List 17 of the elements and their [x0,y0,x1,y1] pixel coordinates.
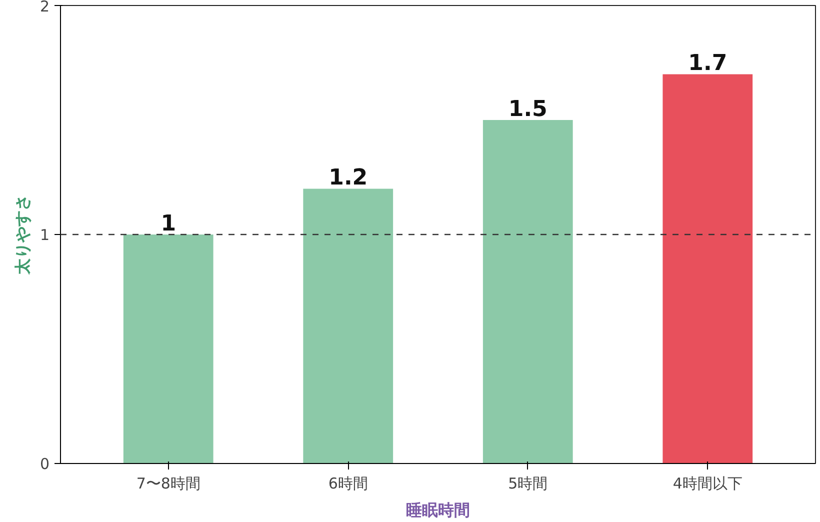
y-tick-label: 1 [40,226,50,244]
bar [482,120,573,464]
bar [662,74,753,464]
x-axis-title: 睡眠時間 [406,500,470,520]
x-tick-label: 6時間 [328,474,368,492]
bar [123,234,214,464]
data-label: 1.2 [328,166,368,191]
y-axis-title: 太りやすさ [12,194,32,276]
data-label: 1.7 [688,51,728,76]
x-tick-label: 4時間以下 [672,474,742,492]
data-label: 1.5 [508,97,548,122]
bar [303,188,394,464]
y-tick-label: 0 [40,455,50,473]
x-tick-label: 5時間 [508,474,548,492]
data-label: 1 [160,212,176,236]
y-tick-label: 2 [40,0,50,16]
x-tick-label: 7〜8時間 [136,474,200,492]
